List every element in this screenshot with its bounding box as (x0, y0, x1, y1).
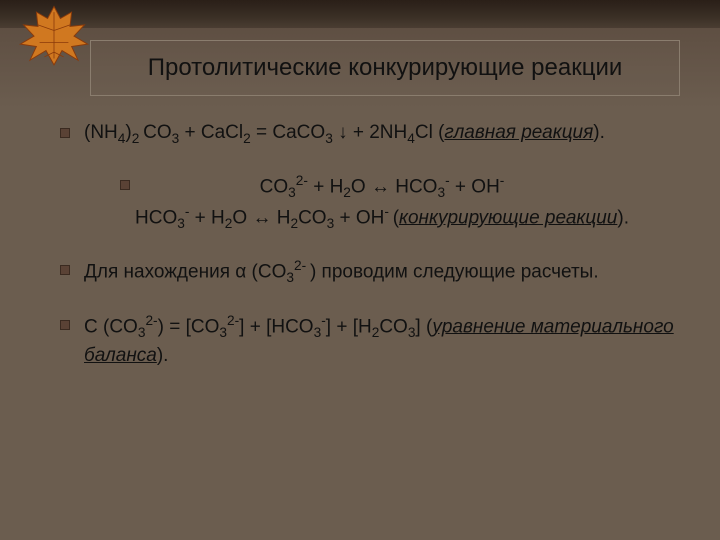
bullet-icon (60, 265, 70, 275)
equation-4: С (СO32-) = [CO32-] + [HCO3-] + [H2CO3] … (84, 312, 680, 368)
slide: Протолитические конкурирующие реакции (N… (0, 0, 720, 540)
top-border-strip (0, 0, 720, 28)
content-area: (NH4)2 CO3 + CaCl2 = CaCO3 ↓ + 2NH4Cl (г… (60, 120, 680, 520)
bullet-item-2: CO32- + H2O ↔ HCO3- + OH- HCO3- + H2O ↔ … (120, 172, 680, 233)
leaf-decoration (14, 2, 94, 67)
bullet-icon (60, 320, 70, 330)
bullet-item-3: Для нахождения α (CO32- ) проводим следу… (60, 257, 680, 288)
bullet-icon (60, 128, 70, 138)
equation-2: CO32- + H2O ↔ HCO3- + OH- HCO3- + H2O ↔ … (84, 172, 680, 233)
title-box: Протолитические конкурирующие реакции (90, 40, 680, 96)
slide-title: Протолитические конкурирующие реакции (148, 54, 623, 82)
statement-3: Для нахождения α (CO32- ) проводим следу… (84, 257, 680, 288)
bullet-item-4: С (СO32-) = [CO32-] + [HCO3-] + [H2CO3] … (60, 312, 680, 368)
bullet-item-1: (NH4)2 CO3 + CaCl2 = CaCO3 ↓ + 2NH4Cl (г… (60, 120, 680, 148)
equation-1: (NH4)2 CO3 + CaCl2 = CaCO3 ↓ + 2NH4Cl (г… (84, 120, 680, 148)
